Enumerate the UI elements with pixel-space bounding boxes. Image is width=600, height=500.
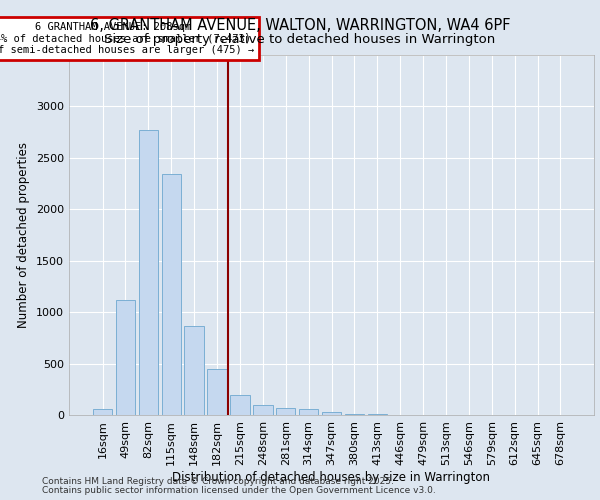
Bar [93, 410, 112, 415]
Text: 6, GRANTHAM AVENUE, WALTON, WARRINGTON, WA4 6PF: 6, GRANTHAM AVENUE, WALTON, WARRINGTON, … [90, 18, 510, 32]
Bar [116, 300, 135, 415]
Text: Size of property relative to detached houses in Warrington: Size of property relative to detached ho… [104, 32, 496, 46]
Bar [344, 414, 364, 415]
Bar [208, 368, 227, 415]
Text: Contains public sector information licensed under the Open Government Licence v3: Contains public sector information licen… [42, 486, 436, 495]
Text: Contains HM Land Registry data © Crown copyright and database right 2025.: Contains HM Land Registry data © Crown c… [42, 477, 394, 486]
Bar [322, 412, 341, 415]
Bar [184, 326, 204, 415]
Bar [230, 395, 250, 415]
Bar [276, 408, 295, 415]
Bar [161, 174, 181, 415]
Bar [299, 410, 319, 415]
Y-axis label: Number of detached properties: Number of detached properties [17, 142, 31, 328]
X-axis label: Distribution of detached houses by size in Warrington: Distribution of detached houses by size … [173, 470, 491, 484]
Bar [139, 130, 158, 415]
Bar [253, 404, 272, 415]
Bar [368, 414, 387, 415]
Text: 6 GRANTHAM AVENUE: 208sqm
← 94% of detached houses are smaller (7,473)
6% of sem: 6 GRANTHAM AVENUE: 208sqm ← 94% of detac… [0, 22, 254, 55]
